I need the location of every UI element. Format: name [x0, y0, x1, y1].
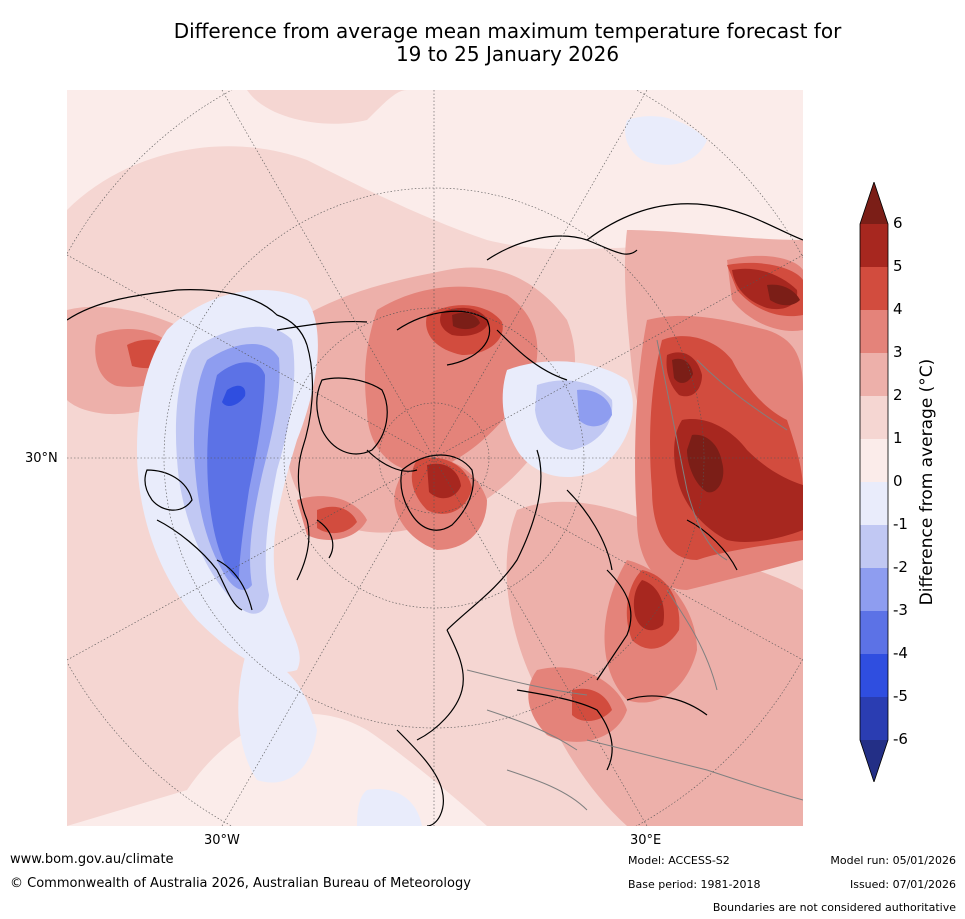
colorbar-tick-label: -2: [893, 558, 908, 576]
colorbar-bins: [859, 182, 889, 782]
colorbar-tick-label: 3: [893, 343, 903, 361]
colorbar-bin: [860, 439, 888, 482]
colorbar-bin: [860, 310, 888, 353]
cold-anomaly-4-5: [222, 385, 246, 407]
colorbar-extend-bottom: [860, 740, 888, 782]
warm-anomaly-over-6: [452, 284, 800, 493]
map-title: Difference from average mean maximum tem…: [60, 20, 955, 66]
title-line-2: 19 to 25 January 2026: [395, 42, 620, 66]
footer-base-period: Base period: 1981-2018: [628, 878, 761, 891]
colorbar-bin: [860, 525, 888, 568]
colorbar-tick-label: 6: [893, 214, 903, 232]
colorbar-bin: [860, 482, 888, 525]
colorbar-bin: [860, 611, 888, 654]
longitude-label-30e: 30°E: [630, 833, 662, 848]
colorbar-bin: [860, 396, 888, 439]
latitude-label-30n: 30°N: [25, 451, 58, 466]
footer-issued: Issued: 07/01/2026: [849, 878, 956, 891]
colorbar-tick-label: -3: [893, 601, 908, 619]
polar-anomaly-map: [67, 90, 803, 826]
colorbar-tick-label: 5: [893, 257, 903, 275]
cold-anomaly-3-4: [207, 362, 265, 580]
colorbar-tick-label: -4: [893, 644, 908, 662]
colorbar-tick-label: 4: [893, 300, 903, 318]
longitude-label-30w: 30°W: [204, 833, 240, 848]
colorbar-title-text: Difference from average (°C): [917, 358, 937, 606]
title-line-1: Difference from average mean maximum tem…: [173, 19, 842, 43]
colorbar-tick-label: 2: [893, 386, 903, 404]
graticule: [67, 90, 803, 826]
colorbar-bin: [860, 697, 888, 740]
colorbar-tick-label: -1: [893, 515, 908, 533]
country-borders: [466, 339, 803, 811]
colorbar-tick-label: -6: [893, 730, 908, 748]
colorbar-bin: [860, 568, 888, 611]
colorbar-tick-label: -5: [893, 687, 908, 705]
footer-disclaimer: Boundaries are not considered authoritat…: [712, 901, 956, 914]
footer-copyright: © Commonwealth of Australia 2026, Austra…: [10, 876, 471, 891]
coastlines: [67, 203, 803, 826]
footer-model: Model: ACCESS-S2: [628, 854, 730, 867]
colorbar-bin: [860, 224, 888, 267]
colorbar-bin: [860, 267, 888, 310]
footer-url[interactable]: www.bom.gov.au/climate: [10, 852, 174, 867]
footer-model-run: Model run: 05/01/2026: [830, 854, 956, 867]
colorbar-tick-label: 1: [893, 429, 903, 447]
colorbar-bin: [860, 353, 888, 396]
colorbar-tick-label: 0: [893, 472, 903, 490]
colorbar-outline: [859, 182, 889, 782]
colorbar-bin: [860, 654, 888, 697]
colorbar-extend-top: [860, 182, 888, 224]
colorbar: [859, 182, 889, 782]
